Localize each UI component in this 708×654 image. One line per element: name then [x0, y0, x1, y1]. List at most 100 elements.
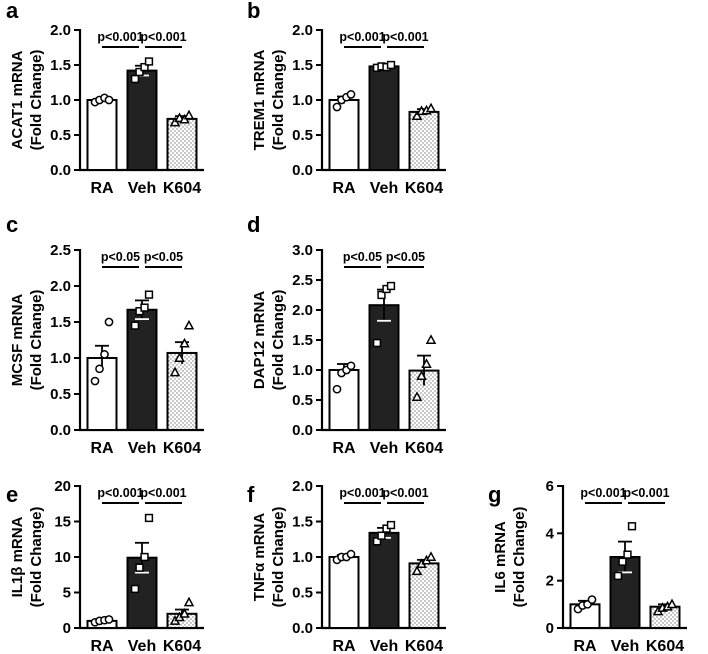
panel-letter: d	[247, 212, 260, 237]
y-axis-label-line2: (Fold Change)	[270, 290, 287, 391]
y-tick-label: 3.0	[292, 242, 313, 259]
data-point	[386, 60, 396, 70]
data-point	[411, 565, 423, 576]
y-tick-label: 2.0	[292, 478, 313, 495]
data-point	[618, 557, 627, 566]
y-tick-label: 1.0	[292, 92, 313, 109]
data-point	[104, 615, 114, 624]
y-axis-label-line2: (Fold Change)	[270, 507, 287, 608]
y-tick-label: 1.5	[292, 57, 313, 74]
significance-label: p<0.001	[97, 486, 143, 500]
panel-letter: c	[6, 212, 18, 237]
data-point	[372, 338, 382, 348]
data-point	[130, 584, 140, 594]
data-point	[95, 364, 104, 374]
significance-label: p<0.001	[580, 486, 626, 500]
x-tick-label-RA: RA	[90, 638, 114, 654]
y-tick-label: 6	[546, 478, 554, 495]
x-tick-label-Veh: Veh	[128, 180, 156, 197]
y-tick-label: 0.5	[50, 386, 71, 403]
y-axis-label: ACAT1 mRNA (Fold Change)	[9, 50, 45, 151]
y-tick-label: 1.0	[292, 549, 313, 566]
y-axis-label-line2: (Fold Change)	[511, 507, 528, 608]
data-point	[377, 290, 386, 300]
data-point	[627, 522, 637, 531]
x-tick-label-Veh: Veh	[370, 180, 398, 197]
panel-letter: g	[488, 482, 501, 507]
chart-panel-c: c MCSF mRNA (Fold Change) 0.0 0.5 1.0 1.5 2.0 2.…	[6, 212, 204, 457]
significance-label: p<0.001	[140, 30, 186, 44]
data-point	[183, 109, 195, 120]
y-tick-label: 0.0	[292, 162, 313, 179]
data-point	[623, 550, 632, 559]
significance-label: p<0.001	[382, 486, 428, 500]
x-tick-label-RA: RA	[332, 440, 356, 457]
x-tick-label-RA: RA	[332, 180, 356, 197]
significance-label: p<0.05	[386, 250, 425, 264]
x-tick-label-Veh: Veh	[128, 440, 156, 457]
data-point	[587, 595, 597, 604]
x-tick-label-Veh: Veh	[128, 638, 156, 654]
y-tick-label: 1.5	[292, 514, 313, 531]
panel-letter: f	[247, 482, 255, 507]
y-tick-label: 15	[54, 514, 71, 531]
x-tick-label-Veh: Veh	[611, 638, 639, 654]
y-axis-label-line1: TREM1 mRNA	[251, 49, 268, 150]
data-point	[416, 370, 427, 380]
y-tick-label: 0	[63, 620, 71, 637]
data-point	[425, 551, 437, 561]
bar-Veh	[368, 65, 400, 171]
significance-label: p<0.001	[97, 30, 143, 44]
y-axis-label: DAP12 mRNA (Fold Change)	[251, 290, 287, 391]
y-axis-label-line2: (Fold Change)	[28, 50, 45, 151]
data-point	[372, 537, 382, 546]
y-tick-label: 4	[546, 525, 555, 542]
y-axis-label-line1: MCSF mRNA	[9, 294, 26, 387]
bar-Veh	[126, 308, 158, 432]
x-tick-label-K604: K604	[646, 638, 684, 654]
panel-letter: e	[6, 482, 18, 507]
significance-label: p<0.001	[382, 30, 428, 44]
x-tick-label-RA: RA	[332, 638, 356, 654]
bar-RA	[328, 99, 360, 171]
significance-label: p<0.001	[140, 486, 186, 500]
x-tick-label-K604: K604	[163, 638, 201, 654]
x-tick-label-RA: RA	[573, 638, 597, 654]
data-point	[130, 74, 140, 84]
x-tick-label-K604: K604	[405, 180, 443, 197]
panel-letter: a	[6, 0, 19, 23]
x-tick-label-K604: K604	[163, 180, 201, 197]
bar-Veh	[126, 69, 158, 171]
y-axis-label-line2: (Fold Change)	[28, 290, 45, 391]
chart-panel-b: b TREM1 mRNA (Fold Change) 0.0 0.5 1.0 1.5 2.0 R…	[247, 0, 446, 197]
x-tick-label-K604: K604	[405, 638, 443, 654]
y-axis-label-line1: IL1β mRNA	[9, 516, 26, 597]
y-tick-label: 0.0	[292, 422, 313, 439]
y-axis-label-line1: IL6 mRNA	[492, 521, 509, 593]
y-tick-label: 0.5	[50, 127, 71, 144]
y-tick-label: 2.5	[50, 242, 71, 259]
y-tick-label: 0.0	[50, 162, 71, 179]
data-point	[346, 549, 356, 559]
data-point	[135, 67, 144, 77]
data-point	[425, 334, 437, 344]
data-point	[179, 337, 190, 348]
panel-letter: b	[247, 0, 260, 23]
x-tick-label-RA: RA	[90, 440, 114, 457]
y-axis-label: TNFα mRNA (Fold Change)	[251, 507, 287, 608]
y-tick-label: 0	[546, 620, 554, 637]
data-point	[130, 321, 140, 330]
y-tick-label: 1.5	[292, 332, 313, 349]
y-axis-label: MCSF mRNA (Fold Change)	[9, 290, 45, 391]
data-point	[377, 531, 386, 540]
data-point	[169, 366, 181, 377]
significance-label: p<0.001	[339, 486, 385, 500]
y-tick-label: 1.0	[50, 92, 71, 109]
significance-label: p<0.05	[343, 250, 382, 264]
x-tick-label-K604: K604	[163, 440, 201, 457]
y-tick-label: 0.5	[292, 585, 313, 602]
data-point	[613, 571, 623, 581]
y-axis-label-line2: (Fold Change)	[270, 50, 287, 151]
data-point	[140, 62, 149, 72]
